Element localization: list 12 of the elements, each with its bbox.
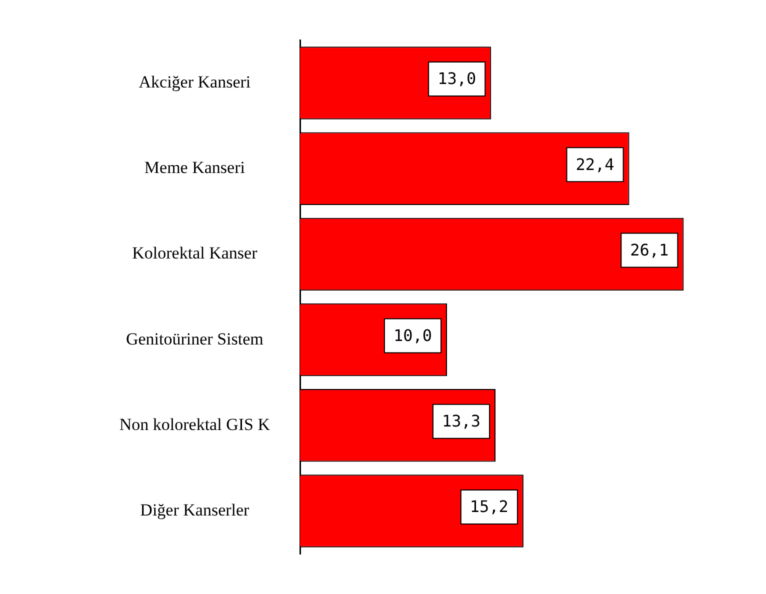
data-label: 26,1: [630, 240, 669, 260]
y-tick-label: Genitoüriner Sistem: [126, 329, 264, 348]
y-tick-label: Akciğer Kanseri: [138, 72, 251, 92]
data-label: 10,0: [393, 326, 432, 345]
data-label: 15,2: [470, 497, 508, 516]
y-tick-label: Meme Kanseri: [144, 158, 246, 178]
data-label: 13,0: [438, 69, 476, 88]
y-tick-label: Non kolorektal GIS K: [119, 414, 271, 434]
data-label: 13,3: [442, 412, 481, 431]
y-tick-label: Diğer Kanserler: [140, 500, 250, 520]
data-label: 22,4: [576, 154, 614, 174]
y-tick-label: Kolorektal Kanser: [132, 244, 258, 263]
